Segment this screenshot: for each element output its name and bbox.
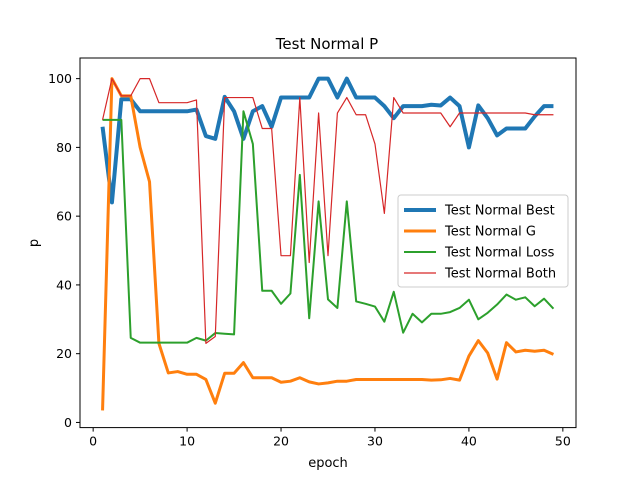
y-axis-ticks: 0 20 40 60 80 100: [48, 71, 80, 430]
y-tick-label: 40: [56, 277, 72, 292]
x-tick-label: 40: [461, 434, 477, 449]
axes-frame: [79, 57, 577, 429]
legend-label-4: Test Normal Both: [444, 267, 556, 282]
legend: Test Normal Best Test Normal G Test Normal…: [397, 194, 569, 288]
series-line-1: [100, 76, 554, 205]
x-tick-label: 10: [179, 434, 195, 449]
plot-lines: [100, 76, 555, 411]
x-tick-label: 0: [89, 434, 97, 449]
x-axis-label: epoch: [308, 456, 348, 471]
x-tick-label: 30: [367, 434, 383, 449]
y-tick-label: 0: [64, 415, 72, 430]
series-line-3: [102, 110, 555, 344]
series-line-2: [101, 77, 555, 411]
series-line-4: [101, 78, 554, 344]
y-tick-label: 20: [56, 346, 72, 361]
legend-label-3: Test Normal Loss: [444, 246, 555, 261]
chart-title: Test Normal P: [275, 35, 378, 53]
y-tick-label: 60: [56, 209, 72, 224]
y-tick-label: 80: [56, 140, 72, 155]
legend-label-2: Test Normal G: [444, 225, 536, 240]
y-axis-label: p: [27, 239, 42, 247]
x-axis-ticks: 0 10 20 30 40 50: [89, 427, 571, 449]
x-tick-label: 50: [555, 434, 571, 449]
legend-label-1: Test Normal Best: [444, 204, 555, 219]
legend-box: [397, 194, 569, 288]
y-tick-label: 100: [48, 71, 72, 86]
x-tick-label: 20: [273, 434, 289, 449]
